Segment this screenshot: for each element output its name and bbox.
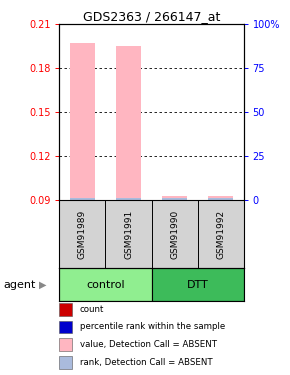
Bar [116,46,141,200]
Text: value, Detection Call = ABSENT: value, Detection Call = ABSENT [80,340,217,349]
Text: GSM91990: GSM91990 [170,210,179,259]
Bar [59,303,72,316]
Bar [59,321,72,333]
Text: GSM91991: GSM91991 [124,210,133,259]
Bar [116,198,141,200]
Bar [151,268,244,301]
Text: DTT: DTT [187,279,209,290]
Bar [59,338,72,351]
Text: count: count [80,305,104,314]
Bar [208,198,233,200]
Text: rank, Detection Call = ABSENT: rank, Detection Call = ABSENT [80,358,212,367]
Bar [208,196,233,200]
Text: GSM91989: GSM91989 [78,210,87,259]
Text: ▶: ▶ [39,279,47,290]
Bar [70,44,95,200]
Title: GDS2363 / 266147_at: GDS2363 / 266147_at [83,10,220,23]
Bar [59,268,151,301]
Text: control: control [86,279,125,290]
Bar [59,357,72,369]
Bar [70,198,95,200]
Text: agent: agent [3,279,35,290]
Text: GSM91992: GSM91992 [216,210,225,259]
Bar [162,196,187,200]
Text: percentile rank within the sample: percentile rank within the sample [80,322,225,332]
Bar [162,198,187,200]
